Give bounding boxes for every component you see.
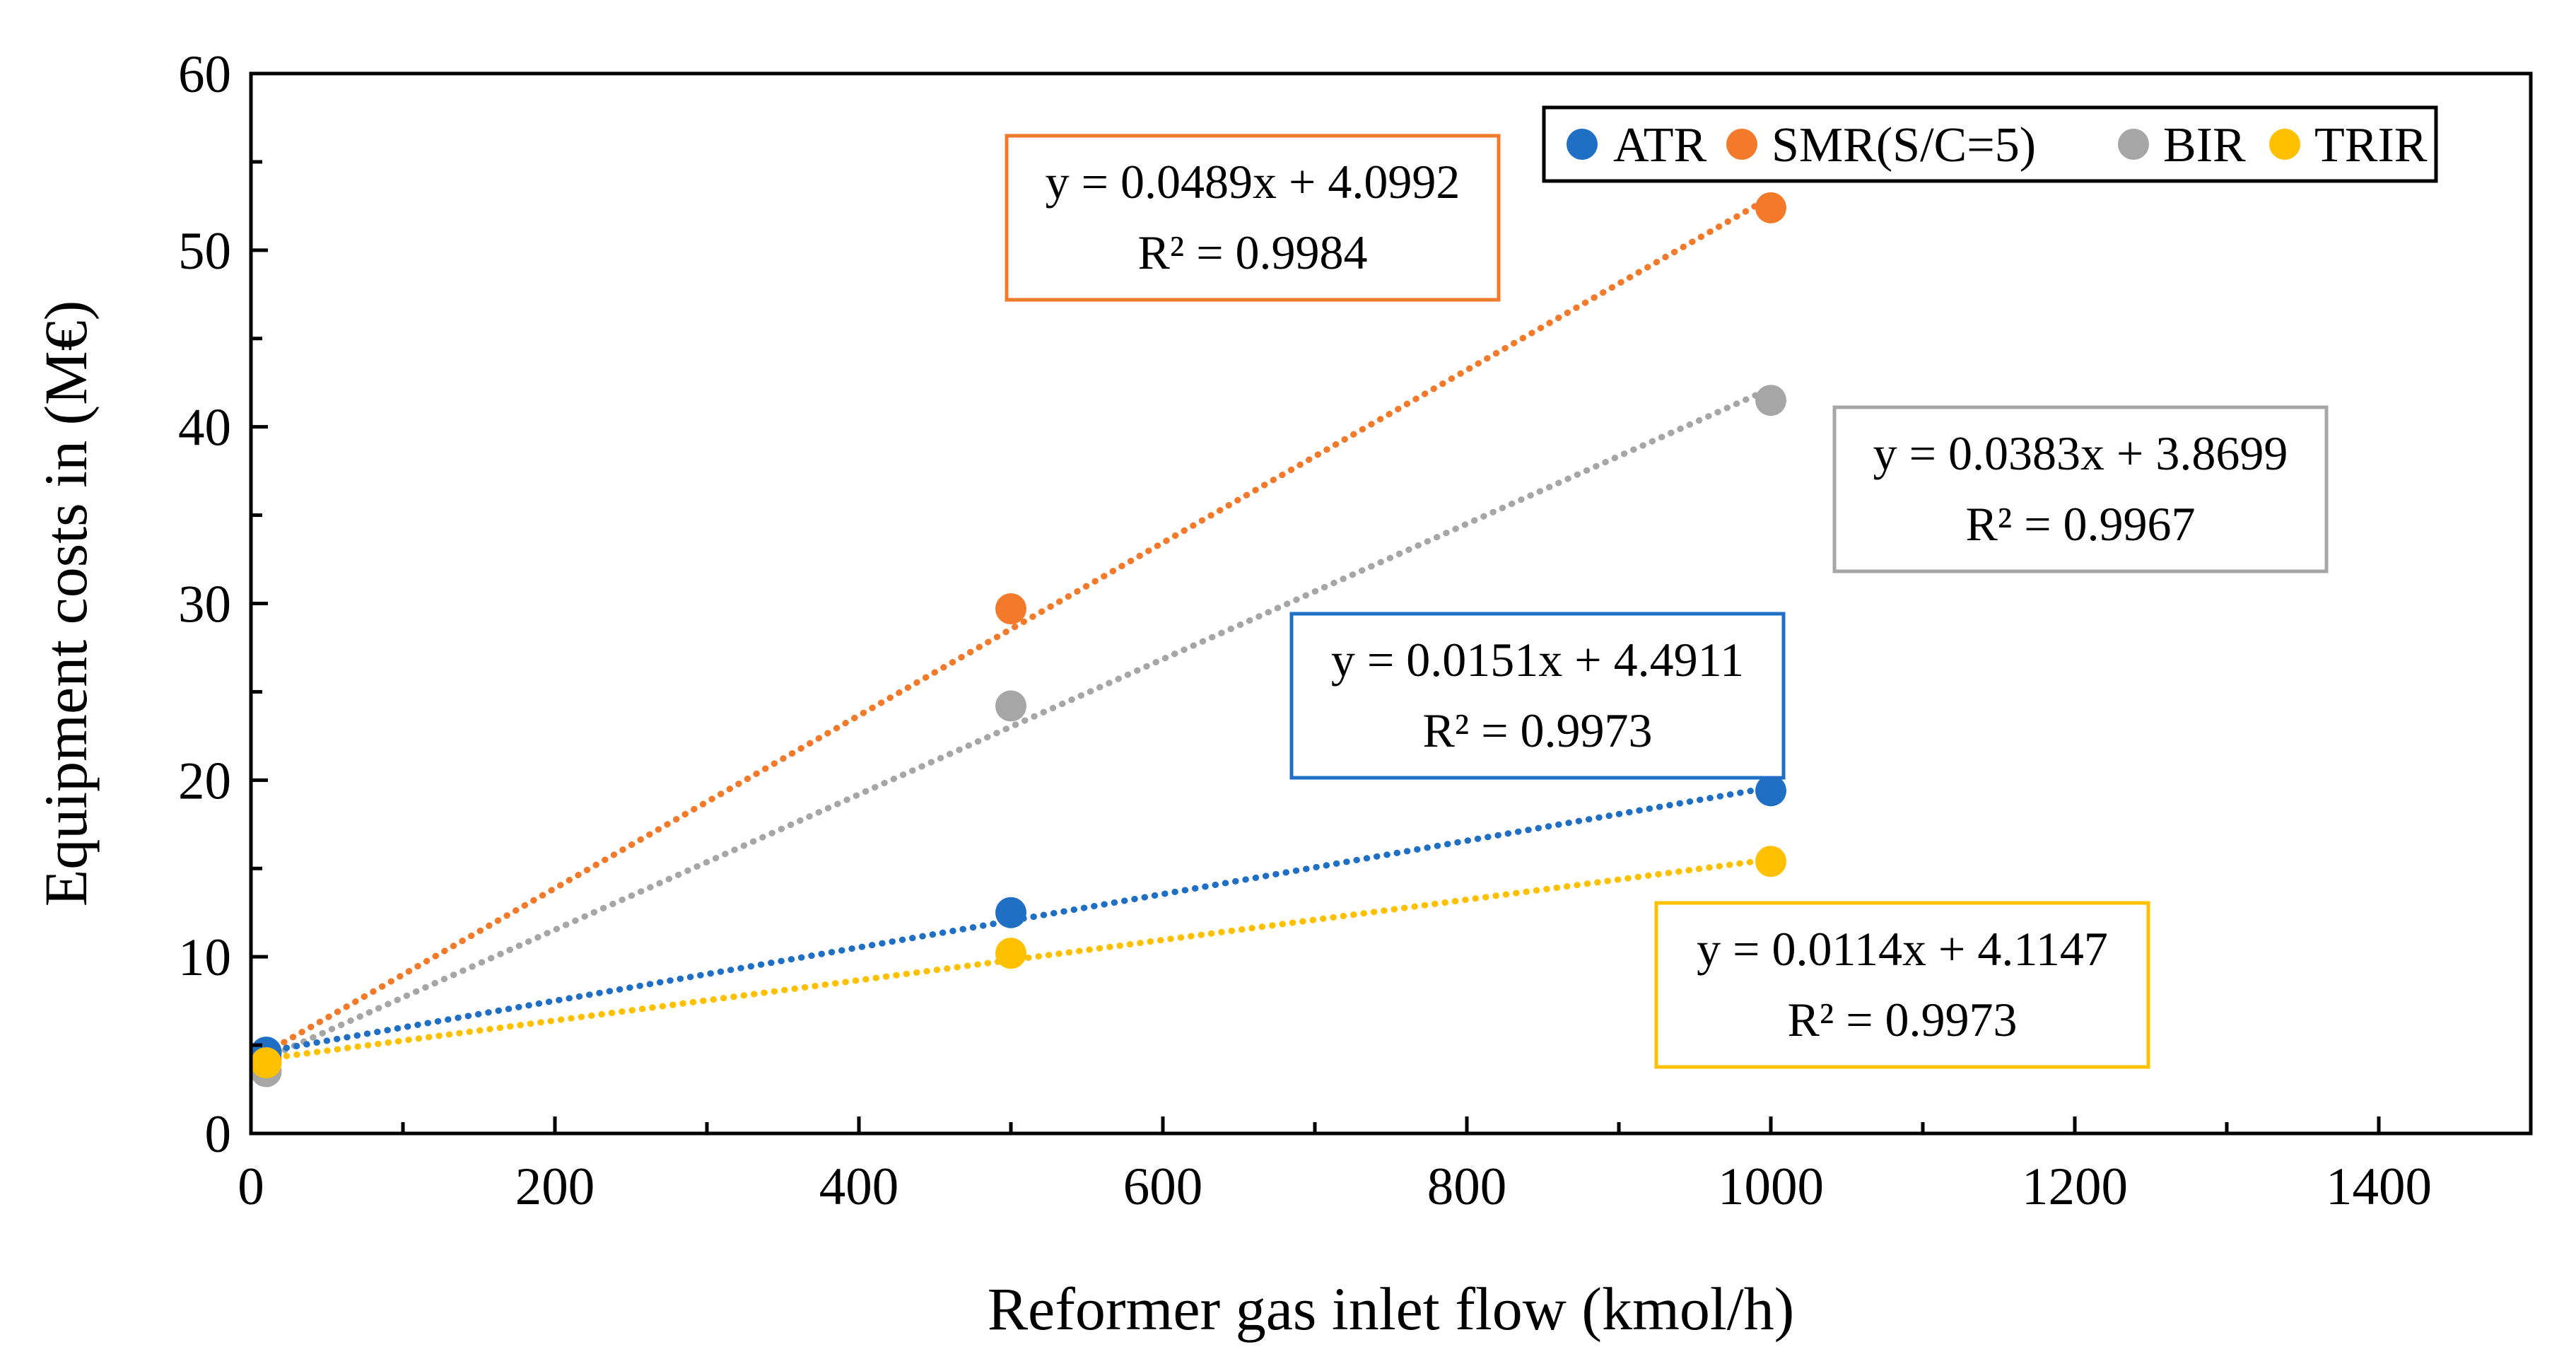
y-tick-label: 0 (205, 1105, 232, 1164)
x-tick-label: 1000 (1718, 1157, 1824, 1216)
y-tick-label: 40 (178, 399, 231, 457)
data-points-layer (250, 192, 1786, 1087)
legend-marker (2269, 129, 2300, 160)
trendline-equation: y = 0.0383x + 3.8699 (1873, 426, 2288, 480)
legend-marker (2118, 129, 2149, 160)
x-tick-label: 600 (1123, 1157, 1203, 1216)
legend: ATR SMR(S/C=5) BIR TRIR (1542, 105, 2438, 183)
legend-marker (1567, 129, 1598, 160)
x-tick-label: 800 (1427, 1157, 1507, 1216)
data-point-smr-s-c-5- (995, 593, 1026, 624)
legend-item-bir: BIR (2118, 118, 2246, 173)
trendline-r2: R² = 0.9973 (1422, 704, 1652, 757)
x-axis-title: Reformer gas inlet flow (kmol/h) (988, 1275, 1795, 1343)
equation-box-bir: y = 0.0383x + 3.8699 R² = 0.9967 (1832, 405, 2329, 573)
axes-layer (249, 71, 2533, 1136)
trendline-r2: R² = 0.9967 (1965, 497, 2195, 551)
equation-box-frame (1654, 901, 2150, 1069)
y-axis-title: Equipment costs in (M€) (32, 301, 100, 907)
data-point-trir (995, 938, 1026, 969)
trendline-equation: y = 0.0151x + 4.4911 (1331, 633, 1744, 687)
equation-box-frame (1005, 134, 1501, 302)
trendline-atr (263, 784, 1774, 1055)
trendline-r2: R² = 0.9973 (1787, 993, 2017, 1046)
data-point-bir (1755, 385, 1786, 416)
x-tick-label: 400 (819, 1157, 899, 1216)
x-tick-label: 1200 (2022, 1157, 2128, 1216)
trendline-r2: R² = 0.9984 (1137, 226, 1367, 279)
trendline-equation: y = 0.0114x + 4.1147 (1697, 922, 2108, 976)
legend-label: TRIR (2314, 118, 2428, 173)
data-point-atr (995, 897, 1026, 928)
y-tick-label: 10 (178, 928, 231, 987)
trendline-equation: y = 0.0489x + 4.0992 (1046, 155, 1460, 209)
equation-box-frame (1832, 405, 2329, 573)
y-tick-label: 30 (178, 576, 231, 634)
x-tick-label: 200 (515, 1157, 595, 1216)
y-tick-label: 20 (178, 752, 231, 810)
legend-item-trir: TRIR (2269, 118, 2428, 173)
data-point-trir (250, 1047, 282, 1079)
legend-label: BIR (2163, 118, 2246, 173)
trendline-smr-s-c-5- (263, 194, 1774, 1056)
equation-boxes-layer: y = 0.0151x + 4.4911 R² = 0.9973 y = 0.048… (1005, 134, 2329, 1069)
legend-frame (1542, 105, 2438, 183)
tick-labels-layer: 0 200 400 600 800 1000 1200 1400 0 10 20 30 40 50 60 (178, 45, 2432, 1216)
equation-box-trir: y = 0.0114x + 4.1147 R² = 0.9973 (1654, 901, 2150, 1069)
equation-box-smr-s-c-5-: y = 0.0489x + 4.0992 R² = 0.9984 (1005, 134, 1501, 302)
data-point-smr-s-c-5- (1755, 192, 1786, 223)
legend-marker (1726, 129, 1757, 160)
data-point-bir (995, 690, 1026, 722)
x-tick-label: 1400 (2326, 1157, 2432, 1216)
legend-item-smr-s-c-5-: SMR(S/C=5) (1726, 118, 2036, 173)
data-point-atr (1755, 775, 1786, 807)
trendline-bir (263, 385, 1774, 1062)
y-tick-label: 50 (178, 222, 231, 281)
equation-box-atr: y = 0.0151x + 4.4911 R² = 0.9973 (1289, 612, 1786, 780)
legend-label: SMR(S/C=5) (1772, 118, 2036, 173)
equation-box-frame (1289, 612, 1786, 780)
data-point-trir (1755, 846, 1786, 877)
legend-label: ATR (1613, 118, 1707, 173)
x-tick-label: 0 (238, 1157, 264, 1216)
y-tick-label: 60 (178, 45, 231, 104)
legend-item-atr: ATR (1567, 118, 1707, 173)
